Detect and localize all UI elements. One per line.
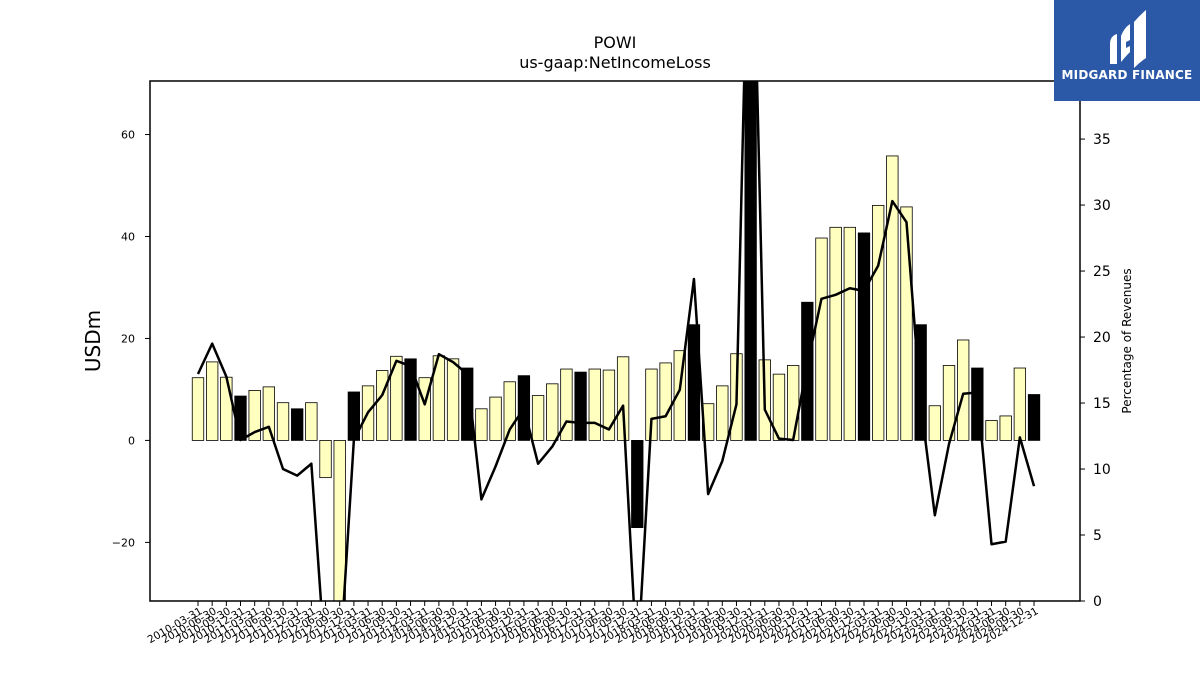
bar-2016-03-31	[531, 395, 545, 441]
bar-2019-06-30	[716, 385, 729, 441]
y-tick-label: −20	[112, 536, 135, 549]
y2-tick-label: 35	[1093, 132, 1111, 148]
y-tick-label: 0	[128, 434, 135, 447]
bar-2022-09-30	[900, 206, 913, 441]
bar-2011-06-30	[262, 386, 276, 441]
y2-tick-label: 25	[1093, 264, 1111, 280]
bar-2015-03-31	[475, 408, 488, 441]
bar-2023-09-30	[957, 339, 970, 441]
y2-tick-label: 5	[1093, 528, 1102, 544]
logo-mark-icon	[1110, 10, 1146, 68]
bar-2010-03-31	[191, 377, 205, 441]
bar-2021-12-31	[857, 232, 871, 441]
y2-tick-label: 30	[1093, 198, 1111, 214]
bar-2017-06-30	[602, 369, 616, 441]
bar-2021-09-30	[843, 226, 856, 441]
chart-subtitle: us-gaap:NetIncomeLoss	[519, 53, 711, 72]
percentage-line	[196, 81, 1036, 601]
bar-2022-06-30	[886, 155, 899, 441]
bar-2011-09-30	[276, 402, 290, 441]
bar-2012-06-30	[319, 440, 332, 479]
bar-2014-12-31	[461, 367, 474, 441]
bar-series	[191, 81, 1041, 601]
bar-2015-09-30	[503, 381, 516, 441]
bar-2024-03-31	[985, 420, 998, 441]
bar-2016-06-30	[546, 383, 559, 441]
brand-logo: MIDGARD FINANCE	[1054, 0, 1200, 101]
bar-2010-09-30	[220, 376, 233, 441]
bar-2013-09-30	[390, 355, 403, 441]
y-tick-label: 60	[121, 129, 135, 142]
y2-axis-label: Percentage of Revenues	[1120, 268, 1134, 413]
bar-2021-06-30	[829, 226, 842, 441]
bar-2024-09-30	[1013, 367, 1027, 441]
bar-2024-06-30	[999, 415, 1012, 441]
y2-tick-label: 20	[1093, 330, 1111, 346]
bar-2010-06-30	[206, 361, 219, 441]
y2-axis: 0 5 10 15 20 25 30 35	[1080, 132, 1111, 610]
line-series	[196, 81, 1036, 601]
bar-2014-03-31	[418, 377, 431, 441]
bar-2022-03-31	[872, 204, 885, 441]
bar-2011-03-31	[248, 390, 261, 441]
bar-2017-09-30	[616, 356, 630, 441]
bar-2019-12-31	[744, 81, 757, 441]
bar-2020-06-30	[772, 373, 786, 441]
bar-2013-06-30	[376, 370, 389, 441]
bar-2017-12-31	[631, 440, 644, 528]
bar-2013-12-31	[404, 358, 417, 441]
bar-2020-09-30	[786, 365, 800, 441]
bar-2021-03-31	[815, 237, 828, 441]
chart-title: POWI	[594, 33, 637, 52]
bar-2016-12-31	[574, 371, 587, 441]
y-axis-label: USDm	[81, 310, 105, 372]
bar-2011-12-31	[291, 408, 304, 441]
logo-text: MIDGARD FINANCE	[1061, 68, 1193, 82]
bar-2023-03-31	[928, 405, 941, 441]
bar-2022-12-31	[914, 324, 927, 441]
bar-2018-09-30	[673, 350, 686, 441]
bar-2017-03-31	[588, 368, 601, 441]
x-axis: 2010-03-312010-06-302010-09-302010-12-31…	[146, 601, 1041, 646]
bar-2012-03-31	[305, 402, 318, 441]
y2-tick-label: 10	[1093, 462, 1111, 478]
bar-2018-06-30	[659, 362, 672, 441]
bar-2014-09-30	[446, 358, 460, 441]
bar-2012-09-30	[333, 440, 346, 601]
bar-2015-06-30	[489, 396, 502, 441]
bar-2016-09-30	[560, 368, 573, 441]
y-tick-label: 40	[121, 230, 135, 243]
y2-tick-label: 0	[1093, 594, 1102, 610]
bar-2024-12-31	[1027, 394, 1041, 441]
y2-tick-label: 15	[1093, 396, 1111, 412]
y-tick-label: 20	[121, 332, 135, 345]
y-axis: −20 0 20 40 60	[112, 129, 150, 549]
plot-frame	[149, 80, 1081, 602]
